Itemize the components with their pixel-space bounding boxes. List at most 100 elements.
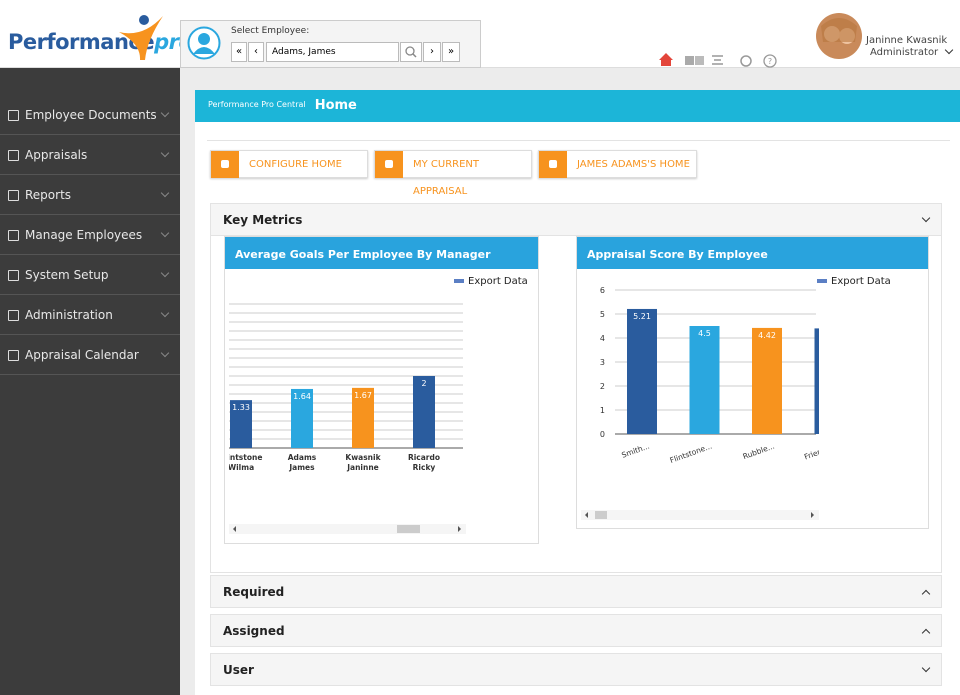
first-button[interactable]: « [231, 42, 247, 62]
select-label: Select Employee: [231, 26, 310, 36]
home-icon[interactable] [659, 53, 673, 66]
value-label: 1.33 [232, 403, 250, 412]
x-tick-label: Ricardo [408, 453, 440, 462]
header-icons: ? [659, 53, 777, 68]
action-button[interactable]: JAMES ADAMS'S HOME [538, 150, 697, 178]
y-tick-label: 3 [600, 358, 605, 367]
bar [230, 400, 252, 448]
x-tick-label: Flintstone... [669, 441, 714, 465]
bar [752, 327, 782, 434]
user-photo[interactable] [815, 12, 863, 60]
x-tick-label: Kwasnik [345, 453, 381, 462]
action-button[interactable]: MY CURRENT APPRAISAL [374, 150, 532, 197]
last-button[interactable]: » [442, 42, 460, 62]
x-tick-label: Wilma [228, 463, 254, 472]
export-icon[interactable] [454, 279, 464, 283]
x-tick-label: James [288, 463, 315, 472]
button-label: JAMES ADAMS'S HOME [577, 159, 690, 170]
key-metrics-header[interactable]: Key Metrics [210, 203, 942, 236]
bar [413, 376, 435, 448]
y-tick-label: 4 [600, 334, 605, 343]
help-icon[interactable]: ? [763, 54, 777, 68]
user-info[interactable]: Janinne Kwasnik Administrator [866, 35, 947, 59]
language-icon[interactable] [685, 56, 704, 65]
button-icon [539, 151, 567, 178]
bar [352, 387, 374, 448]
section-header[interactable]: Required [210, 575, 942, 608]
y-tick-label: 6 [600, 286, 605, 295]
bar [627, 308, 657, 434]
avatar-icon [187, 26, 221, 60]
logo-figure [119, 15, 163, 60]
sidebar-item[interactable]: Appraisal Calendar [0, 335, 180, 375]
value-label: 1.64 [293, 392, 311, 401]
value-label: 4.4 [823, 331, 836, 340]
value-label: 5.21 [633, 312, 651, 321]
chart-header [577, 237, 928, 269]
section-header[interactable]: User [210, 653, 942, 686]
x-tick-label: Smith... [620, 441, 650, 459]
menu-icon[interactable] [712, 55, 723, 65]
bar [291, 388, 313, 448]
plot: 00.250.50.7511.251.51.7522.252.52.7533.2… [225, 303, 463, 472]
action-button[interactable]: CONFIGURE HOME [210, 150, 368, 178]
search-button[interactable] [400, 42, 422, 62]
x-tick-label: Ricky [413, 463, 436, 472]
scroll-left[interactable] [585, 512, 588, 518]
scrollbar[interactable] [581, 510, 819, 520]
export-link[interactable]: Export Data [468, 276, 528, 287]
export-icon[interactable] [817, 279, 827, 283]
chart: Appraisal Score By Employee Export Data 0 1… [577, 237, 928, 520]
button-icon [211, 151, 239, 178]
banner: Performance Pro Central Home [195, 90, 960, 122]
scroll-thumb[interactable] [397, 525, 420, 533]
value-label: 4.42 [758, 331, 776, 340]
banner-subtitle: Performance Pro Central [208, 100, 306, 109]
x-tick-label: Adams [288, 453, 317, 462]
sidebar-item[interactable]: Appraisals [0, 135, 180, 175]
chart: Average Goals Per Employee By Manager Exp… [225, 237, 538, 534]
sidebar: Employee Documents Appraisals Reports Manag… [0, 68, 180, 695]
user-role: Administrator [870, 47, 939, 58]
sidebar-item[interactable]: Employee Documents [0, 95, 180, 135]
chart-title: Average Goals Per Employee By Manager [235, 248, 491, 261]
employee-input[interactable]: Adams, James [266, 42, 399, 62]
scroll-left[interactable] [233, 526, 236, 532]
export-link[interactable]: Export Data [831, 276, 891, 287]
y-tick-label: 5 [600, 310, 605, 319]
scrollbar[interactable] [229, 524, 466, 534]
x-tick-label: Rubble... [742, 441, 776, 461]
sidebar-item[interactable]: Reports [0, 175, 180, 215]
chart-panel: Appraisal Score By Employee Export Data 0 1… [576, 236, 929, 529]
scroll-thumb[interactable] [595, 511, 607, 519]
scroll-right[interactable] [458, 526, 461, 532]
sidebar-item[interactable]: Manage Employees [0, 215, 180, 255]
scroll-right[interactable] [811, 512, 814, 518]
sidebar-item[interactable]: Administration [0, 295, 180, 335]
chart-header [225, 237, 538, 269]
x-tick-label: Friends... [803, 441, 838, 461]
value-label: 2 [421, 379, 426, 388]
chart-title: Appraisal Score By Employee [587, 248, 768, 261]
banner-title: Home [314, 98, 357, 113]
sidebar-item[interactable]: System Setup [0, 255, 180, 295]
chart-panel: Average Goals Per Employee By Manager Exp… [224, 236, 539, 544]
prev-button[interactable]: ‹ [248, 42, 264, 62]
y-tick-label: 1 [600, 406, 605, 415]
employee-selector: Select Employee: « ‹ Adams, James › » [180, 20, 481, 68]
next-button[interactable]: › [423, 42, 441, 62]
bar [814, 328, 819, 434]
y-tick-label: 0 [600, 430, 605, 439]
x-tick-label: Janinne [346, 463, 379, 472]
support-icon[interactable] [740, 55, 752, 67]
y-tick-label: 2 [600, 382, 605, 391]
button-label: MY CURRENT APPRAISAL [413, 159, 480, 197]
x-tick-label: Flintstone [225, 453, 262, 462]
button-label: CONFIGURE HOME [249, 159, 342, 170]
divider [207, 140, 950, 141]
plot: 0 1 2 3 4 5 6 5.21 Smith... 4.5 Flintstone... 4.42 R… [600, 286, 838, 465]
section-header[interactable]: Assigned [210, 614, 942, 647]
top-bar: Performancepro Select Employee: « ‹ Adam… [0, 0, 960, 68]
user-name: Janinne Kwasnik [866, 35, 948, 46]
